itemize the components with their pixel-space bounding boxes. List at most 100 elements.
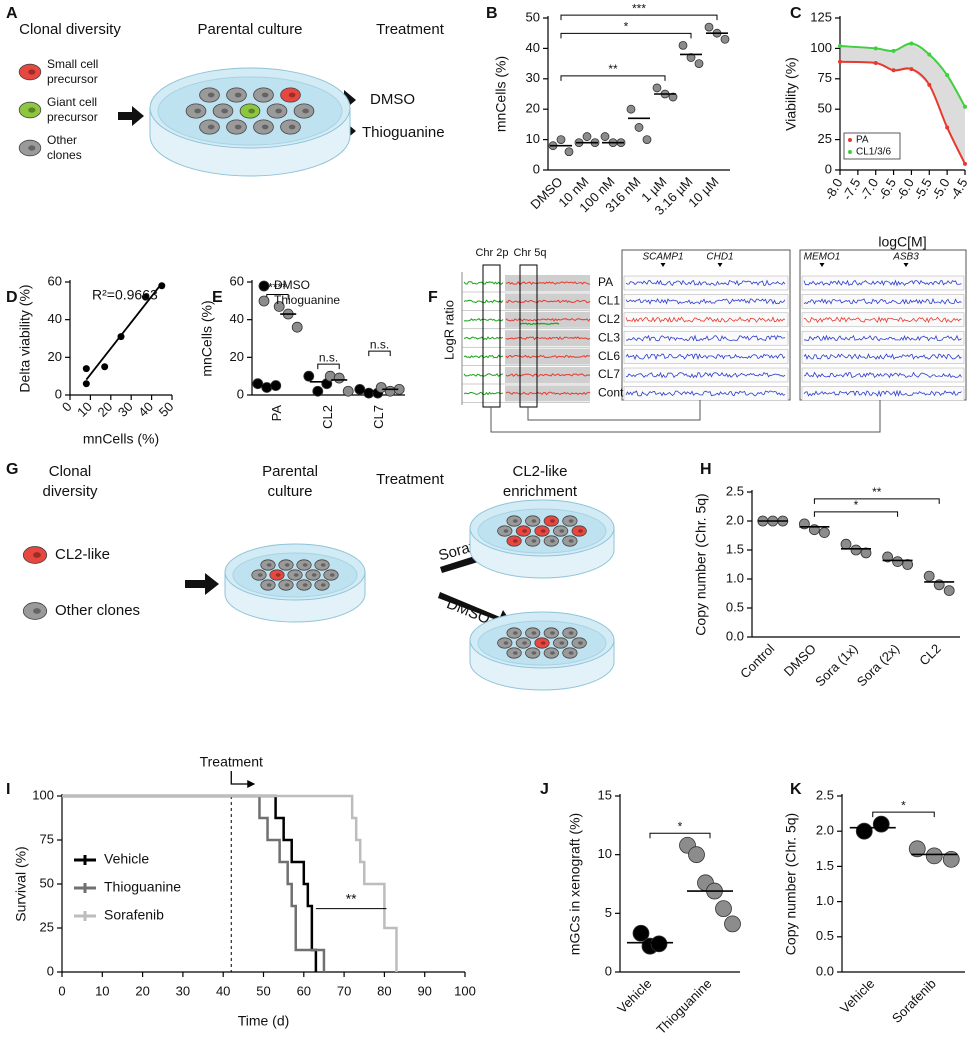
data-point	[942, 850, 960, 868]
logr-trace	[625, 371, 786, 379]
nucleus	[311, 573, 317, 577]
cell	[251, 569, 267, 581]
nucleus	[568, 651, 574, 655]
cell	[515, 637, 532, 649]
nucleus	[522, 641, 527, 645]
data-point	[273, 301, 285, 312]
x-axis-title: Time (d)	[238, 1013, 290, 1029]
row-label: CL6	[598, 349, 620, 363]
y-tick-label: 100	[32, 787, 54, 802]
cell	[525, 535, 541, 547]
axis-title: LogR ratio	[441, 300, 456, 360]
legend-label: DMSO	[274, 278, 310, 292]
significance-bracket	[872, 811, 935, 818]
y-tick-label: 15	[598, 787, 612, 802]
nucleus	[234, 92, 242, 98]
nucleus	[293, 573, 299, 577]
data-point	[354, 383, 366, 395]
data-point	[82, 365, 90, 373]
panel-label: C	[790, 5, 802, 22]
cell	[562, 647, 578, 659]
legend-label: Other	[47, 133, 77, 147]
legend-label: clones	[47, 148, 82, 162]
cell	[562, 627, 578, 639]
y-tick-label: 0	[47, 963, 54, 978]
nucleus	[540, 641, 546, 645]
logr-trace	[520, 322, 560, 326]
data-point	[333, 372, 345, 384]
y-tick-label: 60	[230, 273, 244, 288]
data-point	[902, 559, 913, 570]
y-tick-label: 0	[533, 161, 540, 176]
data-point	[715, 900, 732, 918]
x-tick-label: -4.5	[946, 176, 970, 203]
data-point	[582, 132, 592, 141]
data-point	[652, 83, 662, 93]
y-tick-label: 0	[237, 386, 244, 401]
y-axis-title: Copy number (Chr. 5q)	[693, 493, 709, 635]
nucleus	[550, 519, 555, 523]
significance-label: n.s.	[370, 337, 389, 351]
logr-trace	[625, 390, 786, 397]
track-bg	[505, 348, 590, 365]
y-tick-label: 50	[526, 9, 540, 24]
cell	[18, 139, 42, 157]
header: Parental	[262, 463, 318, 480]
significance-label: **	[608, 62, 618, 76]
significance-label: **	[872, 485, 882, 499]
header: diversity	[42, 483, 98, 500]
nucleus	[28, 69, 36, 75]
data-point	[943, 585, 955, 596]
legend-swatch	[848, 138, 852, 142]
cell	[280, 119, 301, 135]
nucleus	[207, 124, 215, 130]
x-tick-label: 0	[58, 983, 65, 998]
panel-label: E	[212, 289, 223, 306]
cell	[497, 525, 513, 537]
x-tick-label: Sora (2x)	[854, 641, 902, 689]
data-point	[720, 34, 730, 44]
y-tick-label: 125	[810, 9, 832, 24]
significance-bracket	[649, 832, 711, 839]
header: enrichment	[503, 483, 578, 500]
logr-trace	[803, 316, 962, 324]
cell	[552, 525, 569, 537]
significance-label: *	[678, 819, 683, 833]
nucleus	[568, 539, 574, 543]
logr-trace	[625, 316, 786, 323]
x-tick-label: 20	[95, 399, 116, 420]
x-tick-label: 40	[135, 399, 156, 420]
cell	[22, 546, 48, 564]
gene-label: SCAMP1	[642, 252, 683, 263]
nucleus	[578, 529, 583, 533]
cell	[22, 602, 48, 620]
data-point	[927, 52, 932, 57]
data-point	[626, 104, 636, 114]
legend-label: Sorafenib	[104, 907, 164, 923]
nucleus	[531, 519, 537, 523]
track	[623, 386, 789, 401]
x-axis-title: logC[M]	[878, 234, 926, 250]
data-point	[724, 915, 741, 933]
data-point	[945, 73, 950, 78]
legend-label: CL1/3/6	[856, 147, 891, 158]
data-point	[927, 82, 932, 87]
gene-label: MEMO1	[804, 252, 841, 263]
legend-label: Thioguanine	[274, 293, 340, 307]
connector	[490, 400, 881, 433]
data-point	[650, 935, 668, 953]
track	[623, 312, 789, 328]
data-point	[252, 378, 264, 390]
nucleus	[568, 631, 574, 635]
y-tick-label: 0	[55, 386, 62, 401]
cell	[571, 525, 587, 537]
data-point	[678, 40, 688, 50]
logr-trace	[625, 298, 786, 305]
nucleus	[275, 573, 281, 577]
legend-label: Other clones	[55, 602, 140, 619]
x-tick-label: 100	[454, 983, 476, 998]
y-tick-label: 40	[526, 40, 540, 55]
data-point	[634, 123, 644, 132]
nucleus	[540, 529, 546, 533]
legend-box	[843, 132, 901, 160]
